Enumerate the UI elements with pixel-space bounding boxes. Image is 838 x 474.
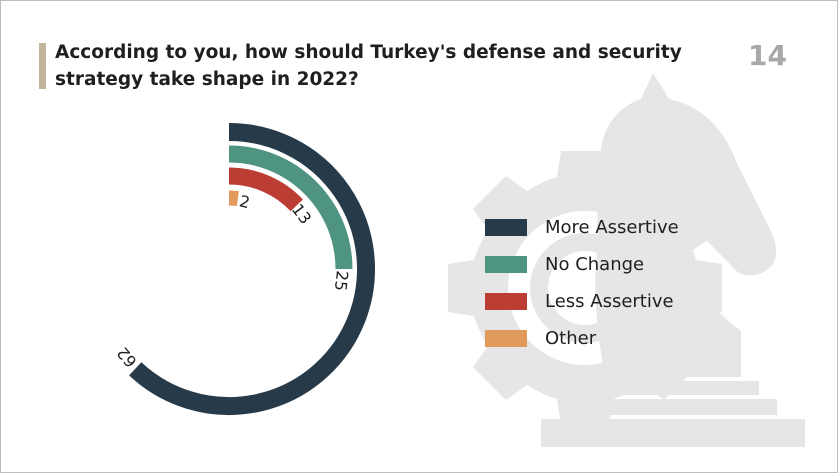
- value-label-other: 2: [238, 191, 252, 212]
- legend-swatch: [485, 330, 527, 347]
- legend-item-other: Other: [485, 325, 679, 352]
- legend-item-no-change: No Change: [485, 251, 679, 278]
- legend-swatch: [485, 293, 527, 310]
- legend-item-less-assertive: Less Assertive: [485, 288, 679, 315]
- chart-legend: More Assertive No Change Less Assertive Oth…: [485, 214, 679, 362]
- title-accent-bar: [39, 43, 46, 89]
- legend-item-more-assertive: More Assertive: [485, 214, 679, 241]
- arc-less-assertive: [228, 167, 303, 212]
- arc-more-assertive: [129, 123, 375, 415]
- value-label-no-change: 25: [331, 270, 352, 292]
- legend-swatch: [485, 256, 527, 273]
- arc-no-change: [228, 145, 353, 270]
- legend-label: Less Assertive: [545, 291, 674, 312]
- chess-knight-icon: [541, 73, 805, 447]
- legend-label: Other: [545, 328, 597, 349]
- legend-label: More Assertive: [545, 217, 679, 238]
- page-number: 14: [748, 39, 787, 72]
- chart-title: According to you, how should Turkey's de…: [55, 42, 682, 90]
- value-label-more-assertive: 62: [113, 343, 141, 371]
- legend-swatch: [485, 219, 527, 236]
- arc-other: [228, 190, 239, 207]
- legend-label: No Change: [545, 254, 645, 275]
